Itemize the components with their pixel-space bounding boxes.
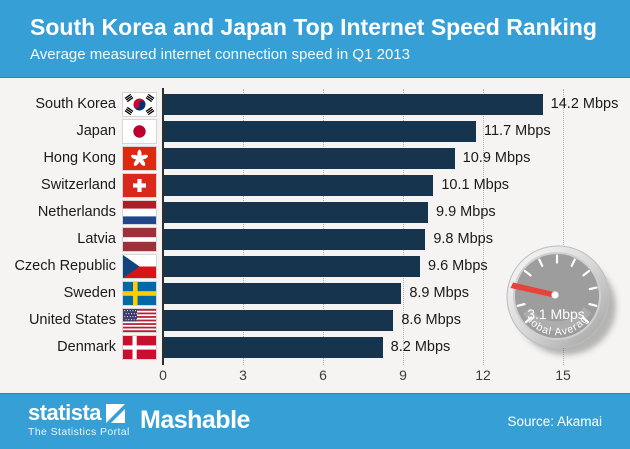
chart-subtitle: Average measured internet connection spe…	[30, 45, 410, 63]
value-label: 10.1 Mbps	[441, 177, 510, 193]
mashable-logo[interactable]: Mashable	[140, 406, 250, 434]
country-label: Japan	[76, 123, 116, 139]
x-tick-label: 3	[239, 367, 247, 383]
statista-logo[interactable]: statista The Statistics Portal	[28, 400, 130, 439]
gauge-value-label: 3.1 Mbps	[527, 306, 585, 322]
bar-row: Netherlands 9.9 Mbps	[0, 199, 630, 226]
gauge-needle	[510, 282, 556, 298]
flag-sweden-icon	[123, 282, 156, 305]
y-axis-line	[162, 88, 164, 365]
value-label: 8.2 Mbps	[390, 339, 451, 355]
flag-south-korea-icon	[123, 93, 156, 116]
statista-wordmark: statista	[28, 400, 102, 425]
flag-latvia-icon	[123, 228, 156, 251]
bar-row: South Korea 14.2 Mbps	[0, 91, 630, 118]
bar-row: Czech Republic 9.6 Mbps	[0, 253, 630, 280]
x-tick-label: 0	[159, 367, 167, 383]
gridline-x-9	[403, 89, 404, 365]
bar-row: Hong Kong 10.9 Mbps	[0, 145, 630, 172]
value-label: 9.8 Mbps	[433, 231, 493, 247]
country-label: South Korea	[35, 96, 116, 112]
x-tick-label: 9	[399, 367, 407, 383]
x-tick-label: 12	[475, 367, 491, 383]
gridline-x-15	[563, 89, 564, 365]
flag-japan-icon	[123, 120, 156, 143]
bar-czech-republic	[164, 256, 420, 277]
bar-sweden	[164, 283, 402, 304]
gauge-hub	[551, 291, 559, 299]
global-average-gauge: 3.1 Mbps Global Average	[491, 228, 626, 367]
bar-row: Japan 11.7 Mbps	[0, 118, 630, 145]
bar-hong-kong	[164, 148, 455, 169]
bar-switzerland	[164, 175, 434, 196]
value-label: 14.2 Mbps	[550, 96, 619, 112]
bar-netherlands	[164, 202, 428, 223]
flag-hong-kong-icon	[123, 147, 156, 170]
value-label: 9.9 Mbps	[436, 204, 496, 220]
bar-row: Sweden 8.9 Mbps	[0, 280, 630, 307]
flag-czech-republic-icon	[123, 255, 156, 278]
flag-netherlands-icon	[123, 201, 156, 224]
country-label: Latvia	[77, 231, 116, 247]
value-label: 8.9 Mbps	[409, 285, 469, 301]
x-tick-label: 6	[319, 367, 327, 383]
statista-tagline: The Statistics Portal	[28, 426, 130, 438]
country-label: Netherlands	[37, 204, 116, 220]
country-label: United States	[28, 312, 116, 328]
gridline-x-6	[323, 89, 324, 365]
bar-row: Denmark 8.2 Mbps	[0, 334, 630, 361]
country-label: Denmark	[57, 339, 116, 355]
bar-denmark	[164, 337, 383, 358]
bar-japan	[164, 121, 476, 142]
country-label: Sweden	[63, 285, 116, 301]
statista-mark-icon	[106, 404, 126, 423]
footer-banner: statista The Statistics Portal Mashable …	[0, 393, 630, 449]
value-label: 8.6 Mbps	[401, 312, 461, 328]
bar-row: Switzerland 10.1 Mbps	[0, 172, 630, 199]
value-label: 10.9 Mbps	[462, 150, 531, 166]
bar-row: Latvia 9.8 Mbps	[0, 226, 630, 253]
speedometer-icon: 3.1 Mbps Global Average	[491, 228, 616, 355]
country-label: Hong Kong	[43, 150, 116, 166]
chart-title: South Korea and Japan Top Internet Speed…	[30, 14, 597, 40]
x-tick-label: 15	[555, 367, 571, 383]
header-banner: South Korea and Japan Top Internet Speed…	[0, 0, 630, 78]
value-label: 9.6 Mbps	[428, 258, 488, 274]
bar-south-korea	[164, 94, 543, 115]
bar-latvia	[164, 229, 426, 250]
country-label: Switzerland	[41, 177, 116, 193]
gridline-x-12	[483, 89, 484, 365]
bar-chart: 3.1 Mbps Global Average 0 3 6 9 12 15 South Ko…	[0, 79, 630, 393]
flag-denmark-icon	[123, 336, 156, 359]
flag-switzerland-icon	[123, 174, 156, 197]
source-label: Source: Akamai	[507, 414, 602, 429]
bar-united-states	[164, 310, 394, 331]
value-label: 11.7 Mbps	[484, 123, 551, 139]
gridline-x-3	[243, 89, 244, 365]
bar-row: United States 8.6 Mbps	[0, 307, 630, 334]
country-label: Czech Republic	[14, 258, 116, 274]
flag-united-states-icon	[123, 309, 156, 332]
